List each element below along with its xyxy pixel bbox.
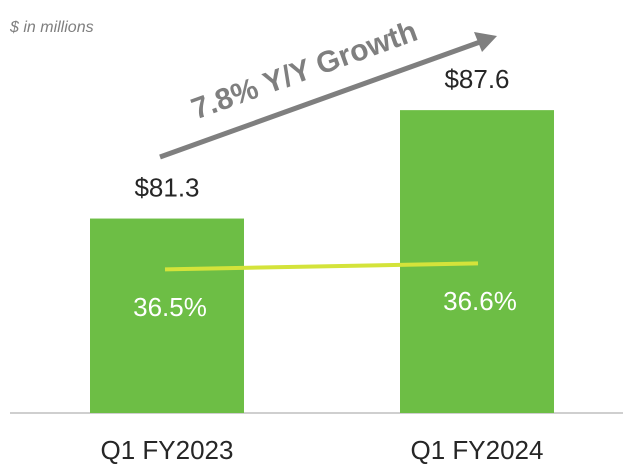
line-value-label: 36.6% [443,286,517,316]
bar-value-label: $81.3 [134,172,199,202]
x-tick-label: Q1 FY2024 [411,435,544,465]
subtitle: $ in millions [9,19,94,36]
bar [90,218,244,413]
x-tick-label: Q1 FY2023 [101,435,234,465]
line [164,261,479,272]
line-value-label: 36.5% [133,292,207,322]
bar-value-label: $87.6 [444,64,509,94]
growth-arrow [159,32,497,160]
growth-annotation: 7.8% Y/Y Growth [187,15,421,126]
